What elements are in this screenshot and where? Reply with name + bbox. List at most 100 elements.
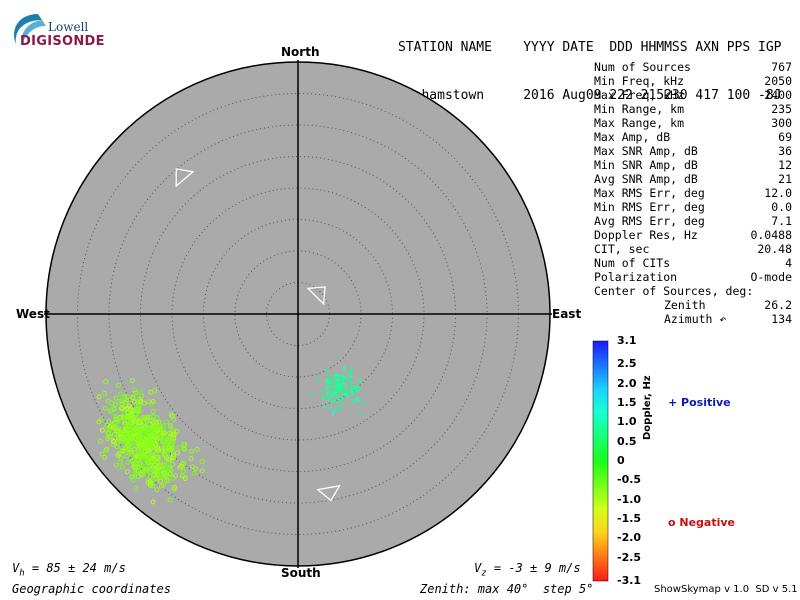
direction-arrow-icon xyxy=(316,484,341,502)
stat-label: Max SNR Amp, dB xyxy=(594,144,698,158)
positive-source-marker xyxy=(335,404,340,409)
stat-value: 767 xyxy=(771,60,792,74)
negative-source-marker xyxy=(116,451,122,457)
negative-source-marker xyxy=(171,452,176,458)
negative-source-marker xyxy=(102,390,107,396)
colorbar-tick-label: 1.0 xyxy=(617,415,637,429)
positive-source-marker xyxy=(351,386,356,391)
negative-source-marker xyxy=(131,425,137,431)
positive-source-marker xyxy=(344,376,349,381)
positive-source-marker xyxy=(325,394,330,399)
negative-source-marker xyxy=(193,466,198,472)
stat-row: Max Range, km 300 xyxy=(594,116,792,130)
negative-source-marker xyxy=(129,407,135,413)
positive-source-marker xyxy=(337,374,342,379)
negative-source-marker xyxy=(194,446,200,452)
stat-label: Avg RMS Err, deg xyxy=(594,214,705,228)
positive-source-marker xyxy=(333,373,338,378)
negative-source-marker xyxy=(153,442,158,448)
negative-source-marker xyxy=(167,497,173,503)
positive-source-marker xyxy=(344,385,349,390)
negative-source-marker xyxy=(164,464,170,470)
positive-source-marker xyxy=(350,398,355,403)
negative-source-marker xyxy=(123,400,129,406)
negative-source-marker xyxy=(128,429,134,435)
colorbar-tick-label: -2.0 xyxy=(617,531,642,545)
stat-value: 12.0 xyxy=(764,186,792,200)
negative-source-marker xyxy=(134,408,140,414)
negative-source-marker xyxy=(135,467,141,473)
colorbar-tick-label: 2.5 xyxy=(617,357,637,371)
negative-source-marker xyxy=(139,470,145,476)
colorbar-tick-label: -2.5 xyxy=(617,550,642,564)
source-statistics: Num of Sources 767 Min Freq, kHz 2050 Max Fr… xyxy=(594,60,792,326)
negative-source-marker xyxy=(144,417,150,423)
negative-source-marker xyxy=(157,460,163,466)
negative-source-marker xyxy=(110,442,116,448)
negative-source-marker xyxy=(109,421,115,427)
negative-source-marker xyxy=(151,469,157,475)
stat-row: Max SNR Amp, dB 36 xyxy=(594,144,792,158)
negative-source-marker xyxy=(114,427,120,433)
stat-value: O-mode xyxy=(750,270,792,284)
negative-source-marker xyxy=(148,389,154,395)
negative-source-marker xyxy=(132,435,138,441)
stat-value: 0.0 xyxy=(771,200,792,214)
stat-label: Avg SNR Amp, dB xyxy=(594,172,698,186)
negative-source-marker xyxy=(146,427,152,433)
positive-source-marker xyxy=(335,373,340,378)
negative-source-marker xyxy=(122,420,128,426)
stat-value: 2400 xyxy=(764,88,792,102)
direction-arrow-icon xyxy=(175,168,195,188)
negative-source-marker xyxy=(179,473,185,479)
stat-label: Num of CITs xyxy=(594,256,671,270)
negative-source-marker xyxy=(143,431,149,437)
negative-source-marker xyxy=(132,387,137,393)
negative-source-marker xyxy=(122,432,128,438)
negative-source-marker xyxy=(180,465,185,471)
negative-source-marker xyxy=(152,387,158,393)
negative-source-marker xyxy=(122,417,128,423)
positive-source-marker xyxy=(340,403,345,408)
negative-source-marker xyxy=(176,445,182,450)
negative-source-marker xyxy=(117,391,123,397)
negative-source-marker xyxy=(144,460,150,466)
negative-source-marker xyxy=(180,468,186,474)
positive-source-marker xyxy=(337,409,342,414)
positive-source-marker xyxy=(328,389,333,394)
stat-row: Avg RMS Err, deg 7.1 xyxy=(594,214,792,228)
negative-source-marker xyxy=(139,465,145,471)
positive-source-marker xyxy=(325,385,330,390)
positive-source-marker xyxy=(327,395,332,399)
negative-source-marker xyxy=(143,467,149,473)
positive-source-marker xyxy=(335,381,340,386)
positive-source-marker xyxy=(328,405,333,410)
negative-source-marker xyxy=(122,393,128,399)
stat-row: Num of CITs 4 xyxy=(594,256,792,270)
negative-source-marker xyxy=(182,446,187,452)
negative-source-marker xyxy=(157,471,163,477)
negative-source-marker xyxy=(113,413,119,419)
positive-source-marker xyxy=(339,399,344,404)
header-columns: STATION NAME YYYY DATE DDD HHMMSS AXN PP… xyxy=(398,40,782,55)
negative-source-marker xyxy=(153,424,159,430)
stat-label: Doppler Res, Hz xyxy=(594,228,698,242)
positive-source-marker xyxy=(338,384,343,389)
negative-source-marker xyxy=(129,458,135,464)
negative-source-marker xyxy=(175,450,180,456)
negative-source-marker xyxy=(150,452,156,458)
negative-source-marker xyxy=(162,475,168,481)
stat-value: 20.48 xyxy=(757,242,792,256)
positive-source-marker xyxy=(319,388,324,393)
compass-north: North xyxy=(281,45,320,59)
negative-source-marker xyxy=(154,415,160,421)
negative-source-marker xyxy=(154,464,160,470)
negative-source-marker xyxy=(132,443,138,449)
stat-label: Max Amp, dB xyxy=(594,130,671,144)
stat-value: 235 xyxy=(771,102,792,116)
negative-source-marker xyxy=(199,459,205,465)
positive-source-marker xyxy=(325,391,330,396)
digisonde-logo: Lowell DIGISONDE xyxy=(8,8,105,50)
negative-source-marker xyxy=(173,473,178,479)
negative-source-marker xyxy=(161,447,167,453)
